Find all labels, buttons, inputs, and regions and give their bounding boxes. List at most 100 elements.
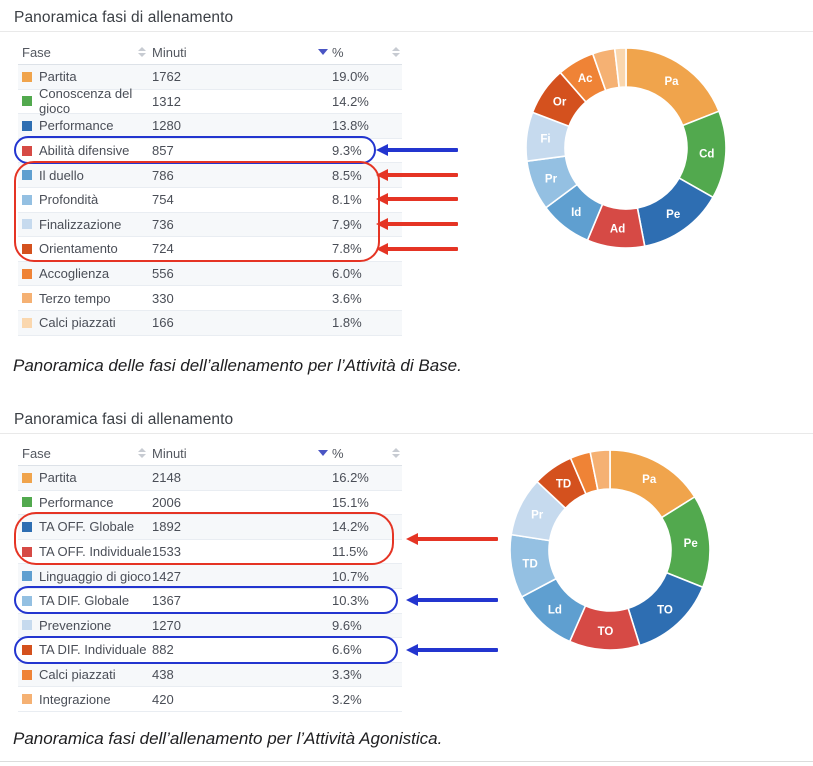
- minutes-value: 1270: [152, 617, 181, 633]
- sort-icon-minuti-desc[interactable]: [318, 450, 328, 456]
- phase-color-swatch: [22, 96, 32, 107]
- phase-color-swatch: [22, 268, 32, 279]
- annotation-arrow-blue-abilita: [376, 144, 458, 156]
- percent-value: 14.2%: [332, 519, 369, 535]
- donut-segment-calci-piazzati[interactable]: [613, 47, 627, 89]
- sort-icon-percent[interactable]: [392, 448, 400, 458]
- phase-cell: TA OFF. Globale: [18, 519, 152, 534]
- minutes-value: 330: [152, 290, 174, 306]
- minutes-value: 2006: [152, 494, 181, 510]
- donut-segment-label: Pe: [666, 209, 680, 221]
- phase-cell: Prevenzione: [18, 618, 152, 633]
- annotation-arrow-red-orientamento: [376, 243, 458, 255]
- column-label-fase: Fase: [22, 445, 51, 461]
- percent-value: 9.3%: [332, 143, 362, 159]
- training-phases-table-agonistica: Fase Minuti % Partita 2148 16.2% Performanc…: [18, 441, 402, 712]
- phase-color-swatch: [22, 317, 32, 328]
- phase-color-swatch: [22, 145, 32, 156]
- phase-color-swatch: [22, 694, 32, 705]
- table-row: Terzo tempo 330 3.6%: [18, 286, 402, 311]
- minutes-value: 1427: [152, 568, 181, 584]
- phase-label: TA DIF. Globale: [39, 593, 130, 609]
- phase-label: Integrazione: [39, 691, 111, 707]
- donut-segment-integrazione[interactable]: [589, 449, 611, 492]
- minutes-value: 882: [152, 642, 174, 658]
- table-row: TA OFF. Globale 1892 14.2%: [18, 515, 402, 540]
- phase-color-swatch: [22, 521, 32, 532]
- percent-value: 9.6%: [332, 617, 362, 633]
- table-row: Abilità difensive 857 9.3%: [18, 139, 402, 164]
- phase-color-swatch: [22, 620, 32, 631]
- phase-label: Calci piazzati: [39, 315, 116, 331]
- table-row: Partita 2148 16.2%: [18, 466, 402, 491]
- minutes-value: 1367: [152, 593, 181, 609]
- column-header-percent[interactable]: %: [332, 45, 402, 60]
- column-label-percent: %: [332, 445, 344, 461]
- phase-color-swatch: [22, 120, 32, 131]
- phase-label: Profondità: [39, 192, 99, 208]
- donut-segment-label: Cd: [699, 149, 714, 161]
- table-header-row: Fase Minuti %: [18, 441, 402, 466]
- donut-segment-label: Pa: [664, 76, 679, 88]
- donut-segment-label: Pa: [642, 474, 657, 486]
- sort-icon-fase[interactable]: [138, 47, 146, 57]
- annotation-arrow-blue-tadif-individuale: [406, 644, 498, 656]
- phase-color-swatch: [22, 669, 32, 680]
- phase-cell: Finalizzazione: [18, 217, 152, 232]
- column-label-fase: Fase: [22, 44, 51, 60]
- phase-label: Partita: [39, 470, 77, 486]
- donut-segment-label: Ld: [548, 604, 562, 616]
- phase-cell: Performance: [18, 118, 152, 133]
- annotation-arrow-red-finalizzazione: [376, 218, 458, 230]
- sort-icon-percent[interactable]: [392, 47, 400, 57]
- donut-segment-label: Ad: [610, 224, 625, 236]
- phase-label: Performance: [39, 118, 114, 134]
- donut-segment-label: TO: [598, 626, 614, 638]
- phase-label: Conoscenza del gioco: [39, 86, 133, 117]
- phase-cell: Profondità: [18, 192, 152, 207]
- phase-cell: TA OFF. Individuale: [18, 544, 152, 559]
- minutes-value: 1892: [152, 519, 181, 535]
- column-header-percent[interactable]: %: [332, 446, 402, 461]
- percent-value: 15.1%: [332, 494, 369, 510]
- percent-value: 3.3%: [332, 667, 362, 683]
- column-header-fase[interactable]: Fase: [18, 45, 152, 60]
- minutes-value: 1280: [152, 118, 181, 134]
- minutes-value: 420: [152, 691, 174, 707]
- phase-label: Terzo tempo: [39, 290, 111, 306]
- phase-color-swatch: [22, 219, 32, 230]
- column-header-minuti[interactable]: Minuti: [152, 45, 332, 60]
- annotation-arrow-red-taoff: [406, 533, 498, 545]
- donut-segment-label: TD: [556, 479, 571, 491]
- table-row: Il duello 786 8.5%: [18, 163, 402, 188]
- table-row: Calci piazzati 438 3.3%: [18, 662, 402, 688]
- column-header-fase[interactable]: Fase: [18, 446, 152, 461]
- percent-value: 8.1%: [332, 192, 362, 208]
- phase-cell: Calci piazzati: [18, 315, 152, 330]
- phase-label: Finalizzazione: [39, 216, 122, 232]
- page-title: Panoramica fasi di allenamento: [14, 9, 234, 26]
- table-row: Conoscenza del gioco 1312 14.2%: [18, 86, 402, 116]
- sort-icon-fase[interactable]: [138, 448, 146, 458]
- minutes-value: 724: [152, 241, 174, 257]
- minutes-value: 1312: [152, 93, 181, 109]
- phase-label: Orientamento: [39, 241, 118, 257]
- table-body: Partita 1762 19.0% Conoscenza del gioco 1312…: [18, 65, 402, 336]
- title-divider: [0, 31, 813, 32]
- minutes-value: 2148: [152, 470, 181, 486]
- percent-value: 1.8%: [332, 315, 362, 331]
- percent-value: 14.2%: [332, 93, 369, 109]
- phase-color-swatch: [22, 243, 32, 254]
- donut-segment-label: Or: [553, 97, 567, 109]
- percent-value: 16.2%: [332, 470, 369, 486]
- percent-value: 7.9%: [332, 216, 362, 232]
- annotation-arrow-red-il-duello: [376, 169, 458, 181]
- phase-label: Performance: [39, 494, 114, 510]
- training-phases-donut-chart-base[interactable]: Pa Cd Pe Ad Id Pr Fi Or Ac: [521, 43, 731, 253]
- donut-segment-label: TO: [657, 605, 673, 617]
- column-header-minuti[interactable]: Minuti: [152, 446, 332, 461]
- sort-icon-minuti-desc[interactable]: [318, 49, 328, 55]
- minutes-value: 1533: [152, 544, 181, 560]
- training-phases-donut-chart-agonistica[interactable]: Pa Pe TO TO Ld TD Pr TD: [505, 445, 715, 655]
- phase-label: TA OFF. Individuale: [39, 544, 152, 560]
